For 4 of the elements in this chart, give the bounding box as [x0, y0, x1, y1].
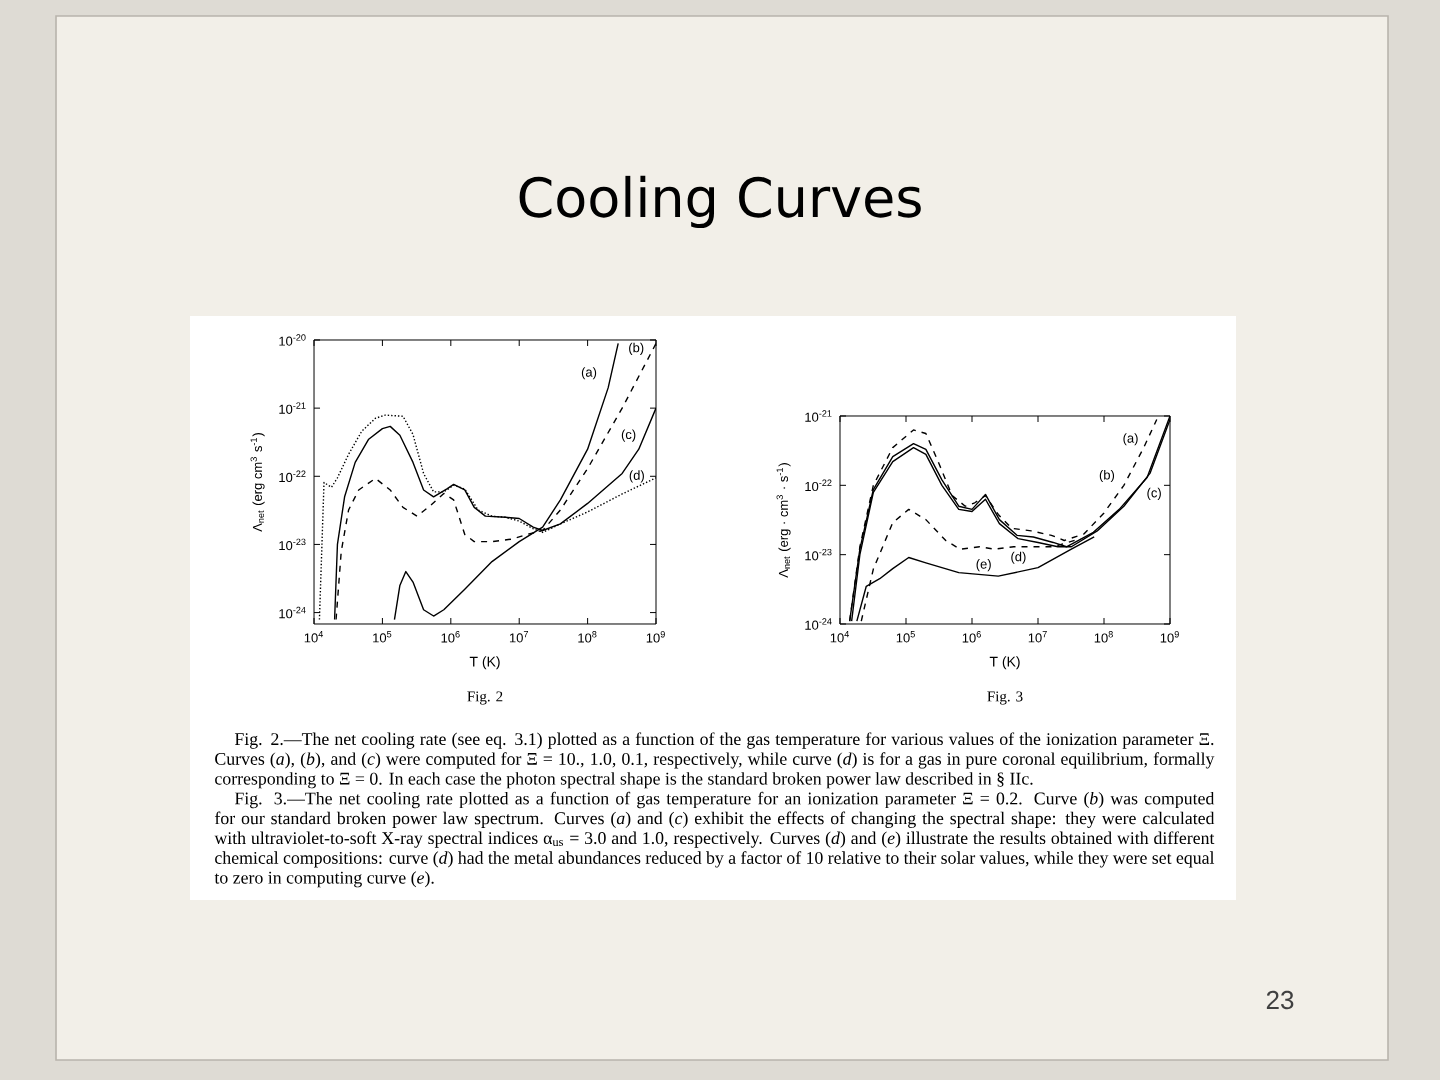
text: 23	[1266, 990, 1294, 1010]
text: Fig. 3.—The net cooling rate plotted as a function of gas temperature for an ionization parameter Ξ = 0.2. Curve (b) was computed for our standard broken power law spectrum. Curves (a) and (c) exhibit the effects of changing the spectral shape: they were calculated with ultraviolet-to-soft X-ray spectral indices α$_{us}$ = 3.0 and 1.0, respectively. Curves (d) and (e) illustrate the results obtained with different chemical compositions: curve (d) had the metal abundances reduced by a factor of 10 relative to their solar values, while they were set equal to zero in computing curve (e).	[214, 791, 1215, 888]
text: Fig. 2.—The net cooling rate (see eq. 3.1) plotted as a function of the gas temperature for various values of the ionization parameter Ξ. Curves (a), (b), and (c) were computed for Ξ = 10., 1.0, 0.1, respectively, while curve (d) is for a gas in pure coronal equilibrium, formally corresponding to Ξ = 0. In each case the photon spectral shape is the standard broken power law described in § IIc.	[215, 732, 1215, 789]
text: Cooling Curves	[519, 175, 921, 229]
